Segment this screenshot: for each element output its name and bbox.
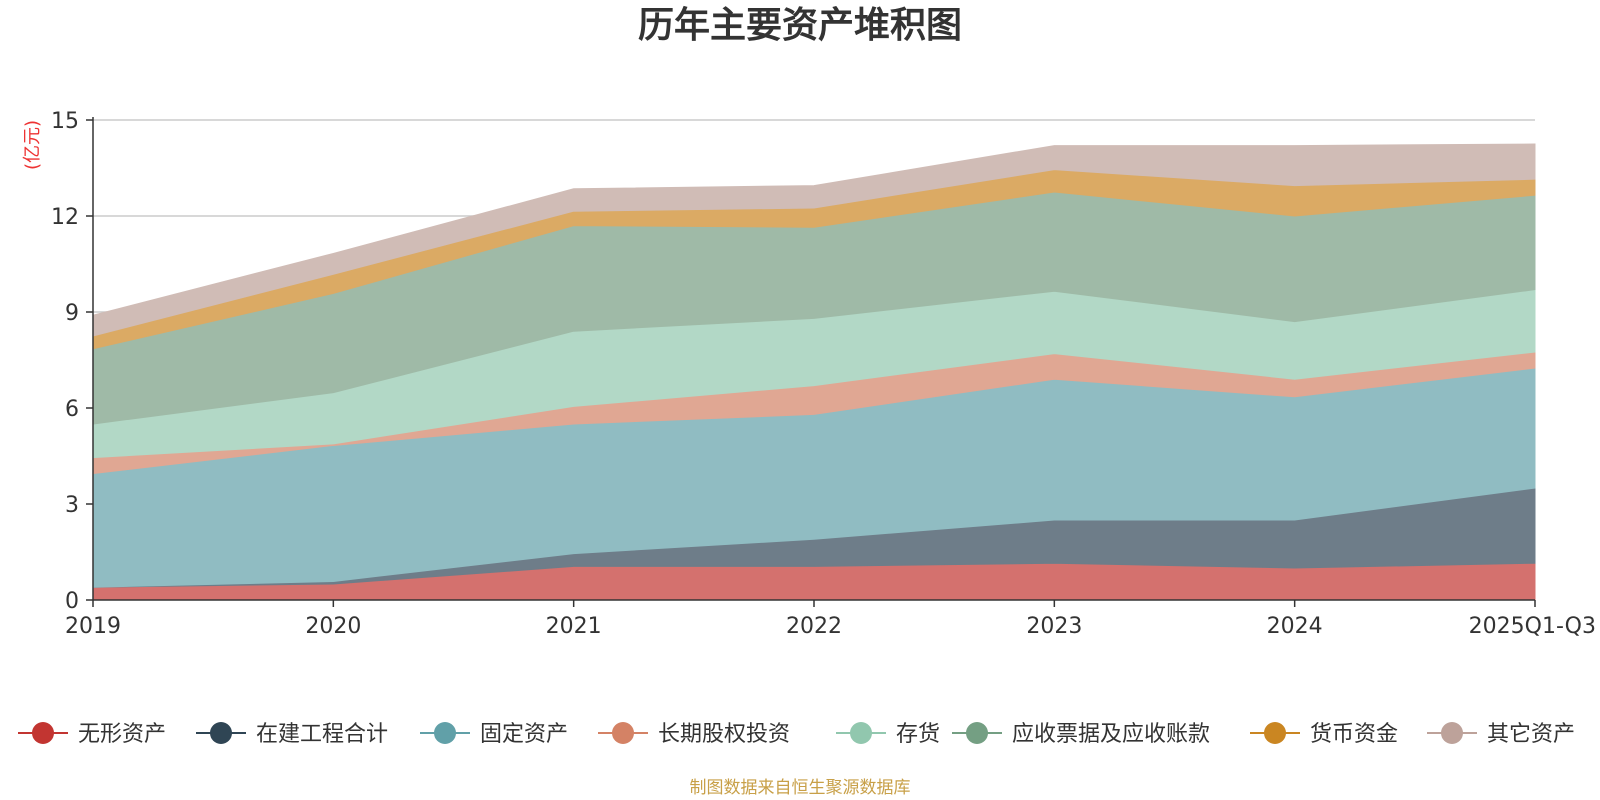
legend-item-0[interactable]: 无形资产 bbox=[18, 722, 166, 747]
legend-marker bbox=[1264, 722, 1286, 744]
legend-item-4[interactable]: 存货 bbox=[836, 722, 940, 747]
legend-label: 无形资产 bbox=[78, 722, 166, 747]
legend-item-3[interactable]: 长期股权投资 bbox=[598, 722, 790, 747]
x-tick-label: 2021 bbox=[546, 614, 602, 639]
y-tick-label: 0 bbox=[65, 589, 79, 614]
y-tick-label: 6 bbox=[65, 397, 79, 422]
y-tick-label: 12 bbox=[51, 205, 79, 230]
legend-item-1[interactable]: 在建工程合计 bbox=[196, 722, 388, 747]
legend-label: 其它资产 bbox=[1487, 722, 1575, 747]
area-series-layer bbox=[92, 143, 1536, 601]
source-note: 制图数据来自恒生聚源数据库 bbox=[689, 778, 911, 798]
legend-item-5[interactable]: 应收票据及应收账款 bbox=[952, 722, 1210, 747]
x-tick-label: 2025Q1-Q3 bbox=[1469, 614, 1596, 639]
x-tick-label: 2020 bbox=[305, 614, 361, 639]
legend-marker bbox=[32, 722, 54, 744]
legend-item-6[interactable]: 货币资金 bbox=[1250, 722, 1398, 747]
legend-label: 存货 bbox=[896, 722, 940, 747]
legend-label: 在建工程合计 bbox=[256, 722, 388, 747]
y-tick-label: 15 bbox=[51, 109, 79, 134]
x-tick-label: 2019 bbox=[65, 614, 121, 639]
chart-title: 历年主要资产堆积图 bbox=[637, 5, 962, 46]
area-series-7 bbox=[92, 143, 1536, 337]
legend: 无形资产 在建工程合计 固定资产 长期股权投资 存货 应收票据及应收账款 货币资金 其它资产 bbox=[18, 722, 1575, 747]
legend-marker bbox=[612, 722, 634, 744]
x-tick-label: 2023 bbox=[1026, 614, 1082, 639]
legend-marker bbox=[966, 722, 988, 744]
legend-item-7[interactable]: 其它资产 bbox=[1427, 722, 1575, 747]
y-tick-label: 3 bbox=[65, 493, 79, 518]
legend-marker bbox=[850, 722, 872, 744]
legend-marker bbox=[1441, 722, 1463, 744]
y-axis-unit-label: (亿元) bbox=[22, 120, 43, 170]
axes: 0 3 6 9 12 15 2019 2020 2021 2022 2023 2024 2025Q1-Q… bbox=[51, 109, 1596, 639]
y-tick-label: 9 bbox=[65, 301, 79, 326]
legend-label: 应收票据及应收账款 bbox=[1012, 722, 1210, 747]
legend-item-2[interactable]: 固定资产 bbox=[420, 722, 568, 747]
legend-label: 货币资金 bbox=[1310, 722, 1398, 747]
x-tick-label: 2022 bbox=[786, 614, 842, 639]
legend-marker bbox=[434, 722, 456, 744]
legend-marker bbox=[210, 722, 232, 744]
x-tick-label: 2024 bbox=[1267, 614, 1323, 639]
legend-label: 长期股权投资 bbox=[658, 722, 790, 747]
legend-label: 固定资产 bbox=[480, 722, 568, 747]
